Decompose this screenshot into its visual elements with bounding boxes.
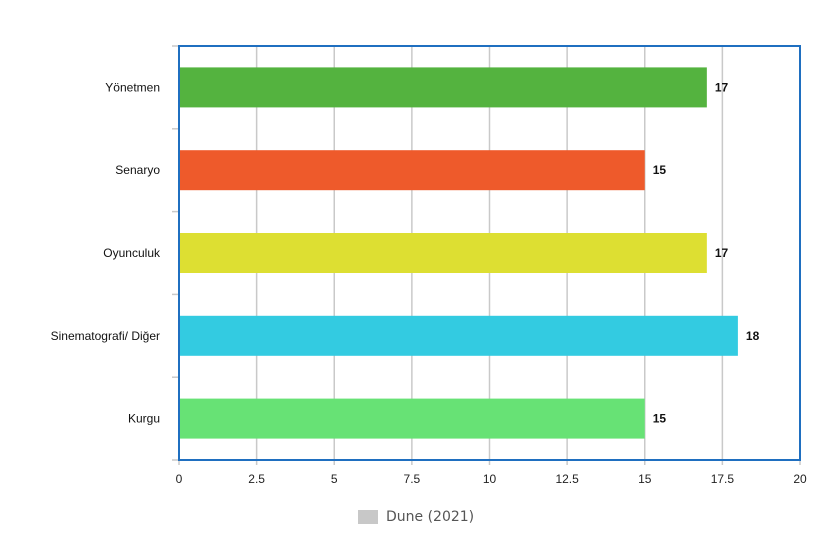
category-label: Kurgu <box>128 412 160 426</box>
x-tick-label: 7.5 <box>404 472 421 486</box>
category-label: Yönetmen <box>105 80 160 94</box>
bar[interactable] <box>179 315 738 356</box>
bars <box>179 67 738 439</box>
data-label: 17 <box>715 80 729 94</box>
plot-border <box>178 45 801 461</box>
bar[interactable] <box>179 398 645 439</box>
bar-chart: Yönetmen Senaryo Oyunculuk Sinematografi/ D… <box>51 45 807 486</box>
legend[interactable]: Dune (2021) <box>358 509 474 525</box>
category-label: Oyunculuk <box>103 246 161 260</box>
bar[interactable] <box>179 67 707 108</box>
x-tick-label: 12.5 <box>555 472 579 486</box>
x-tick-label: 0 <box>176 472 183 486</box>
x-tick-labels: 0 2.5 5 7.5 10 12.5 15 17.5 20 <box>176 472 807 486</box>
x-tick-label: 2.5 <box>248 472 265 486</box>
x-tick-label: 5 <box>331 472 338 486</box>
legend-label: Dune (2021) <box>386 509 475 525</box>
x-tick-label: 15 <box>638 472 652 486</box>
x-tick-label: 10 <box>483 472 497 486</box>
data-labels: 17 15 17 18 15 <box>653 80 760 425</box>
bar[interactable] <box>179 150 645 191</box>
data-label: 17 <box>715 246 729 260</box>
data-label: 15 <box>653 163 667 177</box>
category-labels: Yönetmen Senaryo Oyunculuk Sinematografi/ D… <box>51 80 161 425</box>
x-tick-label: 20 <box>793 472 807 486</box>
data-label: 18 <box>746 329 760 343</box>
category-label: Sinematografi/ Diğer <box>51 329 160 343</box>
bar[interactable] <box>179 233 707 273</box>
x-tick-label: 17.5 <box>711 472 735 486</box>
category-label: Senaryo <box>115 163 160 177</box>
legend-swatch <box>358 510 378 524</box>
data-label: 15 <box>653 412 667 426</box>
